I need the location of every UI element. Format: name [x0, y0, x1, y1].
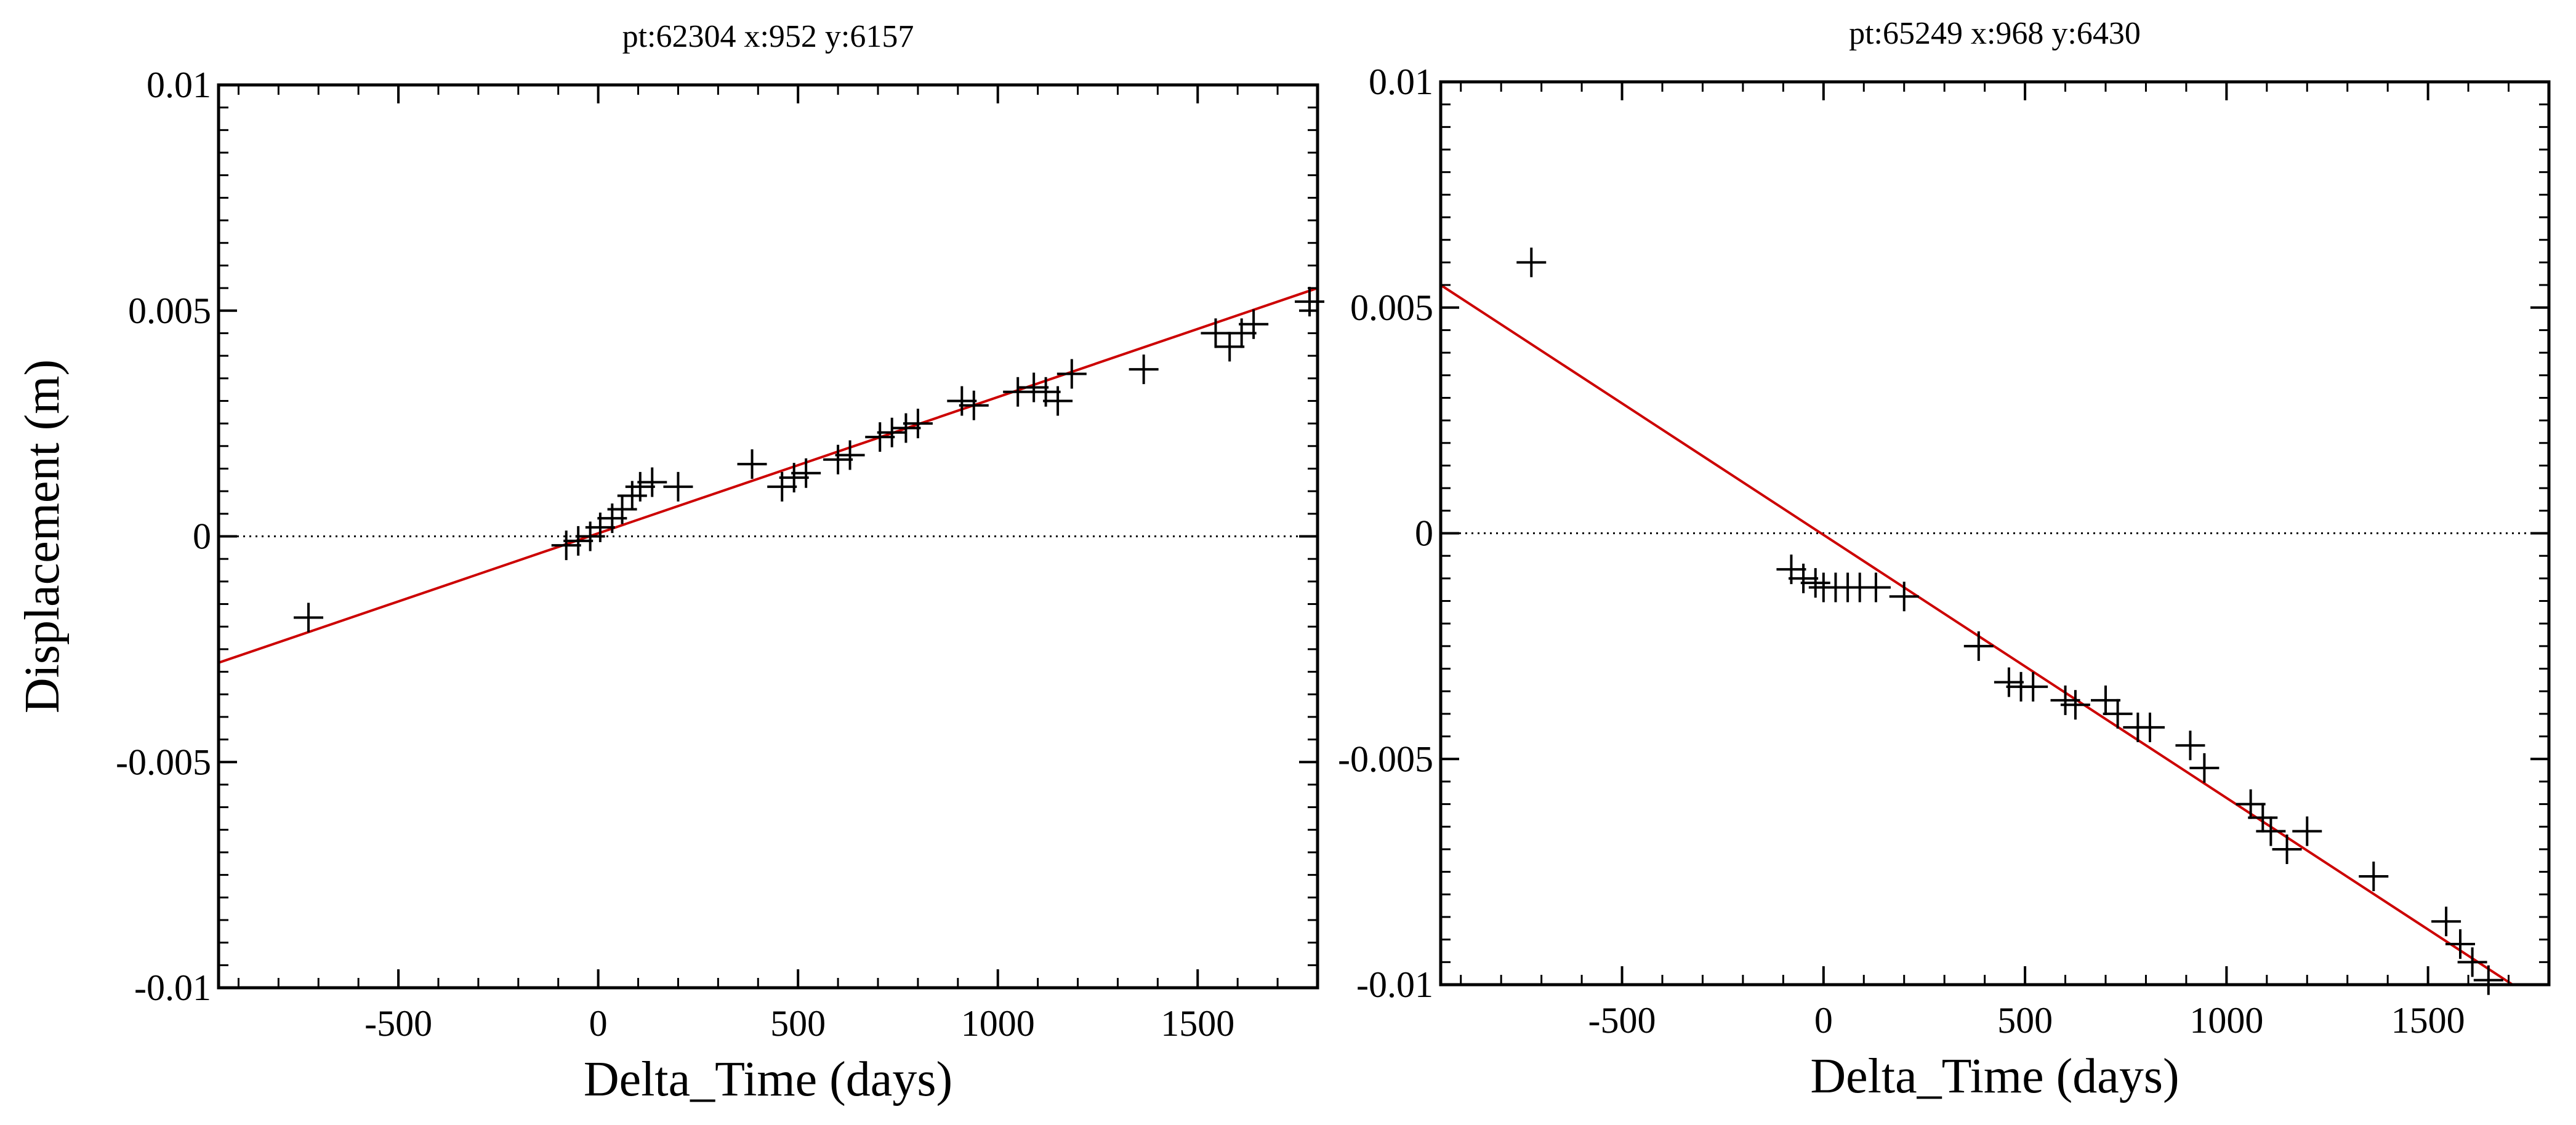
- x-tick-label: -500: [364, 1003, 432, 1044]
- x-tick-label: 1500: [2391, 1000, 2465, 1041]
- fit-line: [219, 287, 1318, 664]
- data-point: [2060, 690, 2090, 720]
- data-point: [1800, 568, 1830, 598]
- data-point: [1861, 572, 1891, 603]
- regression-line: [1441, 284, 2514, 985]
- data-point: [959, 390, 989, 420]
- y-tick-label: 0: [1415, 513, 1433, 554]
- x-tick-label: 1500: [1161, 1003, 1234, 1044]
- y-tick-label: 0.01: [1369, 62, 1433, 102]
- chart-panel-left: pt:62304 x:952 y:6157 -500 0 500 1000 1500 -…: [15, 19, 1325, 1107]
- data-point: [2445, 929, 2475, 959]
- data-point: [2091, 685, 2120, 715]
- data-point: [823, 444, 853, 474]
- data-point: [2256, 816, 2286, 846]
- data-point: [1019, 372, 1049, 402]
- data-point: [1239, 309, 1269, 339]
- y-tick-label: 0.005: [1350, 287, 1433, 328]
- x-tick-labels: -500 0 500 1000 1500: [1588, 1000, 2465, 1041]
- y-tick-labels: -0.01 -0.005 0 0.005 0.01: [116, 65, 211, 1008]
- data-point: [2292, 816, 2322, 846]
- data-point: [637, 467, 667, 497]
- data-point: [865, 422, 895, 452]
- data-point: [663, 471, 693, 502]
- data-points: [1516, 247, 2503, 995]
- data-points: [294, 287, 1325, 633]
- data-point: [1889, 582, 1919, 612]
- data-point: [2473, 965, 2503, 995]
- x-tick-label: 1000: [961, 1003, 1035, 1044]
- x-tick-label: 0: [1814, 1000, 1833, 1041]
- x-tick-labels: -500 0 500 1000 1500: [364, 1003, 1234, 1044]
- data-point: [2103, 699, 2133, 729]
- data-point: [2018, 671, 2048, 702]
- y-tick-label: -0.01: [1356, 964, 1433, 1005]
- data-point: [737, 449, 767, 479]
- data-point: [2135, 712, 2165, 742]
- data-point: [891, 413, 921, 443]
- y-tick-labels: -0.01 -0.005 0 0.005 0.01: [1338, 62, 1433, 1005]
- x-tick-label: -500: [1588, 1000, 1656, 1041]
- data-point: [1057, 359, 1087, 389]
- y-axis-label: Displacement (m): [15, 359, 70, 713]
- x-tick-label: 500: [1997, 1000, 2053, 1041]
- data-point: [1201, 318, 1231, 348]
- data-point: [835, 440, 865, 470]
- data-point: [947, 386, 977, 416]
- data-point: [563, 526, 594, 556]
- data-point: [294, 603, 324, 633]
- data-point: [1003, 377, 1033, 407]
- data-point: [2175, 731, 2205, 761]
- x-tick-label: 500: [770, 1003, 826, 1044]
- data-point: [903, 409, 933, 439]
- data-point: [1516, 247, 1547, 278]
- data-point: [2272, 834, 2302, 864]
- data-point: [791, 458, 821, 488]
- data-point: [1789, 563, 1819, 593]
- regression-line: [219, 287, 1318, 664]
- data-point: [779, 463, 809, 493]
- data-point: [2457, 947, 2487, 977]
- chart-panel-right: pt:65249 x:968 y:6430 -500 0 500 1000 1500 -…: [1338, 16, 2551, 1103]
- axis-ticks: [219, 84, 1318, 989]
- data-point: [2359, 861, 2389, 891]
- x-tick-label: 0: [589, 1003, 608, 1044]
- data-point: [2189, 753, 2220, 783]
- axis-ticks: [1441, 81, 2549, 986]
- data-point: [877, 417, 907, 447]
- data-point: [1994, 667, 2024, 697]
- data-point: [551, 530, 581, 561]
- data-point: [1043, 386, 1073, 416]
- x-axis-label: Delta_Time (days): [584, 1052, 952, 1107]
- x-tick-label: 1000: [2189, 1000, 2263, 1041]
- fit-line: [1441, 284, 2514, 985]
- y-tick-label: 0.01: [147, 65, 211, 105]
- y-tick-label: -0.005: [116, 742, 211, 782]
- chart-title: pt:65249 x:968 y:6430: [1849, 16, 2141, 51]
- y-tick-label: 0: [193, 516, 211, 557]
- y-tick-label: -0.01: [134, 967, 211, 1008]
- x-axis-label: Delta_Time (days): [1810, 1049, 2179, 1103]
- data-point: [2431, 907, 2461, 937]
- data-point: [1215, 332, 1245, 362]
- y-tick-label: 0.005: [128, 290, 211, 331]
- data-point: [2248, 803, 2278, 833]
- data-point: [2236, 789, 2266, 819]
- chart-title: pt:62304 x:952 y:6157: [622, 19, 914, 54]
- data-point: [1963, 631, 1994, 661]
- y-tick-label: -0.005: [1338, 739, 1433, 779]
- data-point: [1129, 354, 1159, 385]
- data-point: [625, 471, 655, 502]
